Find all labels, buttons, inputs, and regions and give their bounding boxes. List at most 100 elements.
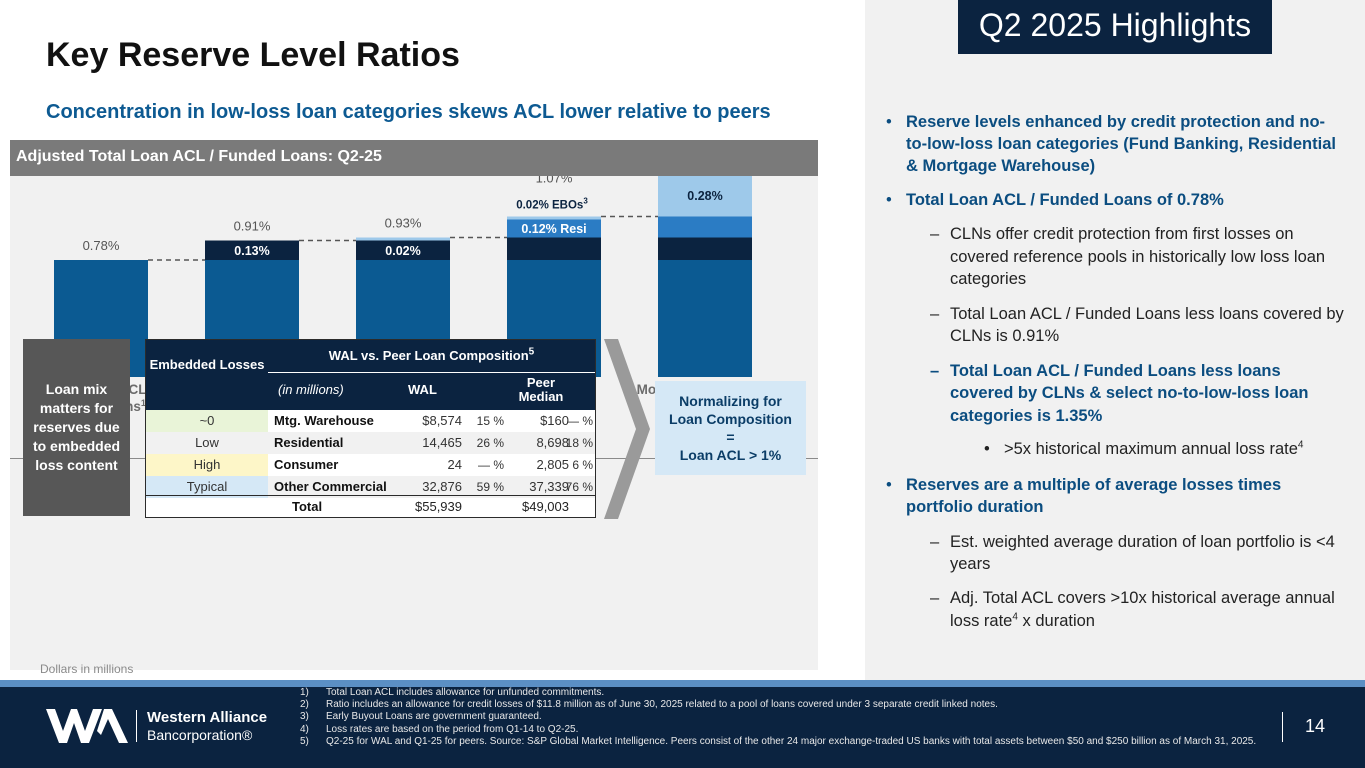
table-row: High Consumer 24 — % 2,805 6 % [146,454,595,476]
footnote: 3) Early Buyout Loans are government guar… [300,711,1275,723]
segment-label-2-2: 0.13% [234,244,269,258]
peer-median-header: Peer Median [518,375,564,404]
bullet-total-loan-acl: Total Loan ACL / Funded Loans of 0.78% [886,189,1346,211]
category-swatch [146,476,268,498]
footnote-number: 1) [300,687,309,698]
loan-mix-box: Loan mix matters for reserves due to emb… [23,339,130,516]
table-row: Low Residential 14,465 26 % 8,698 18 % [146,432,595,454]
dollars-note: Dollars in millions [40,662,134,676]
footnote-text: Total Loan ACL includes allowance for un… [326,687,605,698]
embedded-loss-cell: ~0 [199,413,215,428]
total-wal: $55,939 [415,499,462,514]
footnote-number: 3) [300,711,309,723]
table-header: Embedded Losses WAL vs. Peer Loan Compos… [146,340,595,410]
embedded-loss-cell: Typical [186,479,228,494]
wal-composition-sup: 5 [528,346,535,358]
wal-column-header: WAL [408,382,437,397]
header-rule [268,372,595,373]
total-label-3: 0.93% [385,216,422,231]
sub-bullet-select-categories-text: Total Loan ACL / Funded Loans less loans… [950,361,1309,425]
bar-segment-5-4 [658,176,752,217]
wal-percent-cell: 15 % [476,414,504,428]
total-peer: $49,003 [522,499,569,514]
peer-percent-cell: 18 % [565,436,593,450]
wal-value-cell: 24 [447,457,462,472]
page-number: 14 [1305,716,1326,736]
page-number-separator [1282,712,1283,742]
footnote-text: Q2-25 for WAL and Q1-25 for peers. Sourc… [326,735,1257,747]
sub-sub-bullet-max-loss-text: >5x historical maximum annual loss rate [1004,439,1298,458]
sub-sub-bullet-max-loss: • >5x historical maximum annual loss rate… [984,439,1304,458]
footnote: 5) Q2-25 for WAL and Q1-25 for peers. Sou… [300,736,1275,748]
bar-segment-4-3 [507,219,601,238]
bullet-reserve-levels: Reserve levels enhanced by credit protec… [886,111,1346,177]
wal-composition-header-text: WAL vs. Peer Loan Composition [328,348,529,363]
footnote-text: Loss rates are based on the period from … [326,723,579,735]
footnote-text: Early Buyout Loans are government guaran… [326,711,542,723]
bar-segment-4-4 [507,216,601,220]
total-label-1: 0.78% [83,238,120,253]
loan-category-cell: Other Commercial [274,479,387,494]
category-swatch [146,432,268,454]
ebo-label-sup: 3 [583,197,588,206]
sub-bullet-less-clns-text: Total Loan ACL / Funded Loans less loans… [950,304,1344,346]
wal-percent-cell: 26 % [476,436,504,450]
embedded-losses-header: Embedded Losses [149,357,265,372]
sub-bullet-duration-text: Est. weighted average duration of loan p… [950,532,1335,574]
footer-stripe [0,680,1365,687]
max-loss-sup: 4 [1297,439,1304,451]
segment-label-5-4: 0.28% [687,189,722,203]
highlights-title: Q2 2025 Highlights [958,0,1272,54]
peer-value-cell: 8,698 [536,435,569,450]
peer-value-cell: $160 [540,413,569,428]
wal-composition-table: Embedded Losses WAL vs. Peer Loan Compos… [145,339,596,518]
table-total-row: Total $55,939 $49,003 [146,495,595,517]
loan-category-cell: Consumer [274,457,339,472]
normalizing-box: Normalizing for Loan Composition = Loan … [655,381,806,475]
adj-acl-sup: 4 [1012,611,1018,623]
sub-bullet-clns-text: CLNs offer credit protection from first … [950,225,1326,289]
page-title: Key Reserve Level Ratios [46,36,460,74]
company-subname: Bancorporation® [147,727,253,743]
total-label-2: 0.91% [234,219,271,234]
peer-value-cell: 2,805 [536,457,569,472]
wal-percent-cell: 59 % [476,480,504,494]
wal-value-cell: 14,465 [422,435,462,450]
logo-separator [136,710,137,742]
footnote-number: 2) [300,699,309,711]
table-row: ~0 Mtg. Warehouse $8,574 15 % $160— % [146,410,595,432]
wal-value-cell: 32,876 [422,479,462,494]
category-swatch [146,454,268,476]
western-alliance-logo-icon [46,709,128,743]
normalizing-line-4: Loan ACL > 1% [679,447,782,464]
loan-category-cell: Mtg. Warehouse [274,413,374,428]
footnotes: 1) Total Loan ACL includes allowance for … [300,687,1275,748]
peer-percent-cell: — % [566,414,593,428]
page-subtitle: Concentration in low-loss loan categorie… [46,101,771,123]
bullet-reserves-multiple: Reserves are a multiple of average losse… [886,474,1346,518]
normalizing-line-1: Normalizing for [679,392,782,409]
chart-header: Adjusted Total Loan ACL / Funded Loans: … [10,140,818,176]
embedded-loss-cell: Low [195,435,219,450]
wal-percent-cell: — % [477,458,504,472]
sub-bullet-less-clns: – Total Loan ACL / Funded Loans less loan… [930,304,1344,346]
footnote-text: Ratio includes an allowance for credit l… [326,699,998,711]
sub-bullet-clns: – CLNs offer credit protection from first… [930,225,1326,289]
footnote-number: 5) [300,735,309,747]
peer-percent-cell: 6 % [572,458,593,472]
footer [0,680,1365,768]
footnote-number: 4) [300,723,309,735]
wal-composition-header: WAL vs. Peer Loan Composition5 [268,346,595,363]
bar-segment-5-3 [658,216,752,238]
normalizing-line-2: Loan Composition [669,410,792,427]
bar-segment-3-2 [356,240,450,260]
ebo-label: 0.02% EBOs3 [516,197,588,212]
segment-label-3-2: 0.02% [385,244,420,258]
footnote: 2) Ratio includes an allowance for credit… [300,699,1275,711]
bar-segment-2-2 [205,240,299,260]
sub-bullet-adj-acl: – Adj. Total ACL covers >10x historical a… [930,589,1335,630]
embedded-loss-cell: High [193,457,221,472]
category-swatch [146,410,268,432]
peer-percent-cell: 76 % [565,480,593,494]
bar-segment-5-1 [658,260,752,377]
